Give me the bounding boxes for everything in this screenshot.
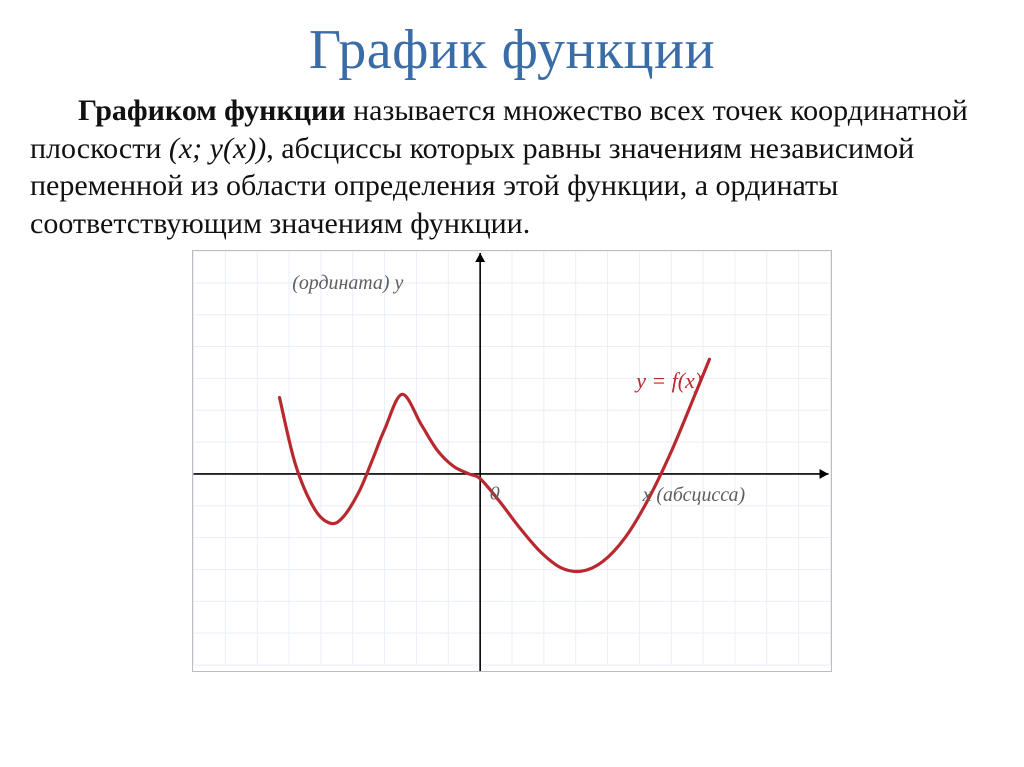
origin-label: 0 <box>490 482 500 504</box>
curve-label: у = f(x) <box>634 368 702 393</box>
coords-italic: (x; y(x)) <box>169 132 266 165</box>
x-axis-label: х (абсцисса) <box>642 484 746 506</box>
page-title: График функции <box>0 0 1024 92</box>
definition-paragraph: Графиком функции называется множество вс… <box>0 92 1024 242</box>
chart-container: (ордината) у х (абсцисса) 0 у = f(x) <box>0 250 1024 677</box>
function-graph: (ордината) у х (абсцисса) 0 у = f(x) <box>192 250 832 672</box>
grid <box>194 251 831 665</box>
lead-bold: Графиком функции <box>78 94 346 127</box>
y-axis-label: (ордината) у <box>292 272 403 294</box>
